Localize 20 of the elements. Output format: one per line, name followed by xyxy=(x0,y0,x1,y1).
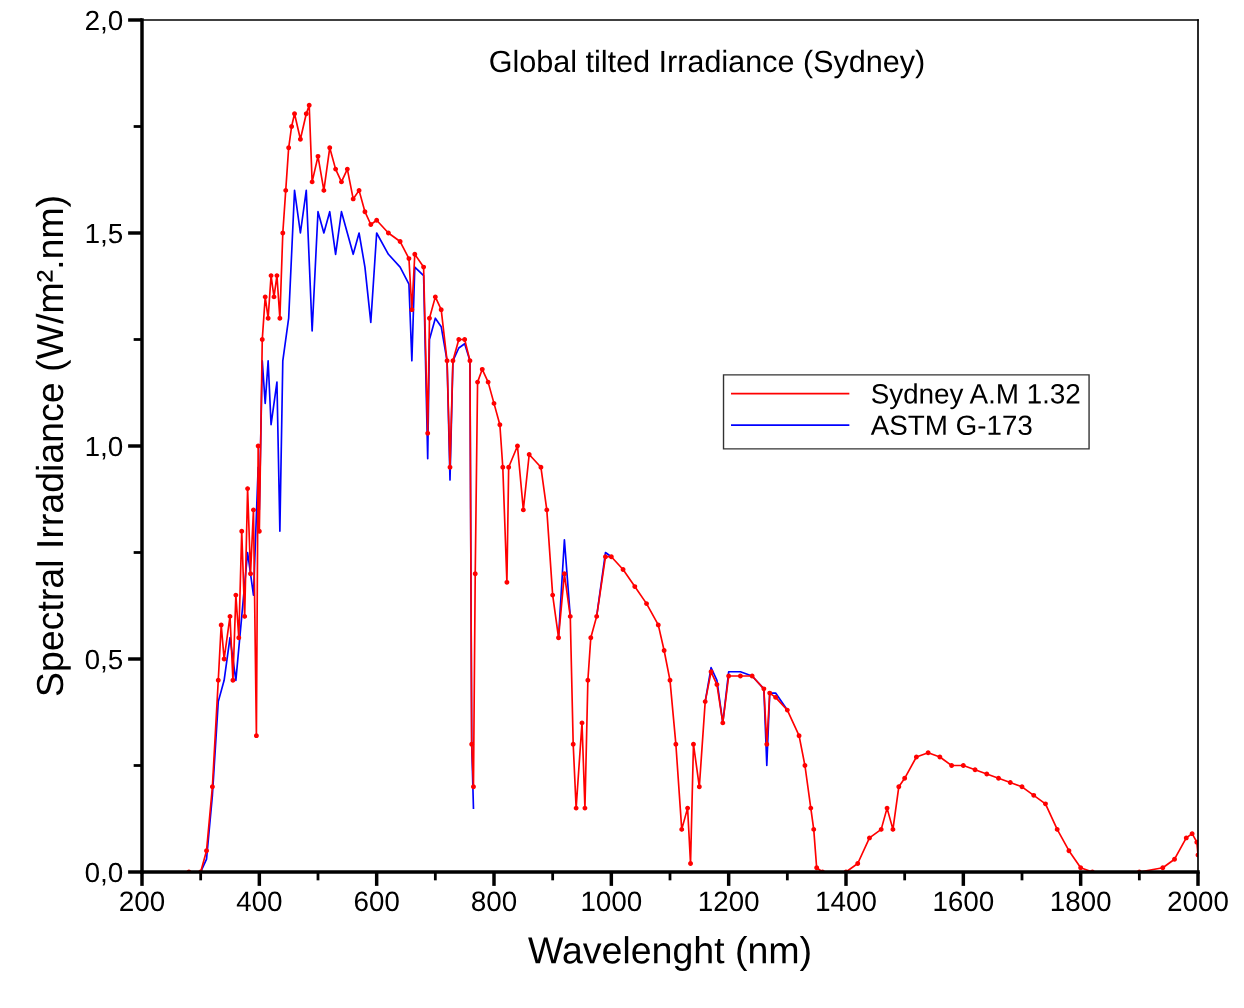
legend-label: ASTM G-173 xyxy=(870,415,1032,436)
x-tick-label: 2000 xyxy=(1168,891,1228,912)
x-tick-label: 1400 xyxy=(817,891,876,912)
y-tick-label: 1,5 xyxy=(86,223,123,247)
x-tick-label: 800 xyxy=(472,891,517,912)
y-axis-title: Spectral Irradiance (W/m².nm) xyxy=(35,197,71,696)
y-tick-label: 0,0 xyxy=(85,862,123,886)
y-tick-label: 2,0 xyxy=(86,10,123,34)
y-tick-label: 0,5 xyxy=(85,649,123,673)
x-tick-label: 1600 xyxy=(934,891,994,912)
x-tick-label: 1200 xyxy=(699,891,759,912)
x-tick-label: 600 xyxy=(354,891,399,912)
x-axis-title: Wavelenght (nm) xyxy=(528,936,810,972)
y-tick-label: 1,0 xyxy=(86,436,123,460)
text: Global tilted Irradiance (Sydney) xyxy=(490,49,924,79)
x-tick-label: 1000 xyxy=(582,891,642,912)
x-tick-label: 200 xyxy=(120,891,165,912)
x-tick-label: 1800 xyxy=(1051,891,1111,912)
legend-label: Sydney A.M 1.32 xyxy=(872,383,1080,410)
x-tick-label: 400 xyxy=(236,891,282,912)
